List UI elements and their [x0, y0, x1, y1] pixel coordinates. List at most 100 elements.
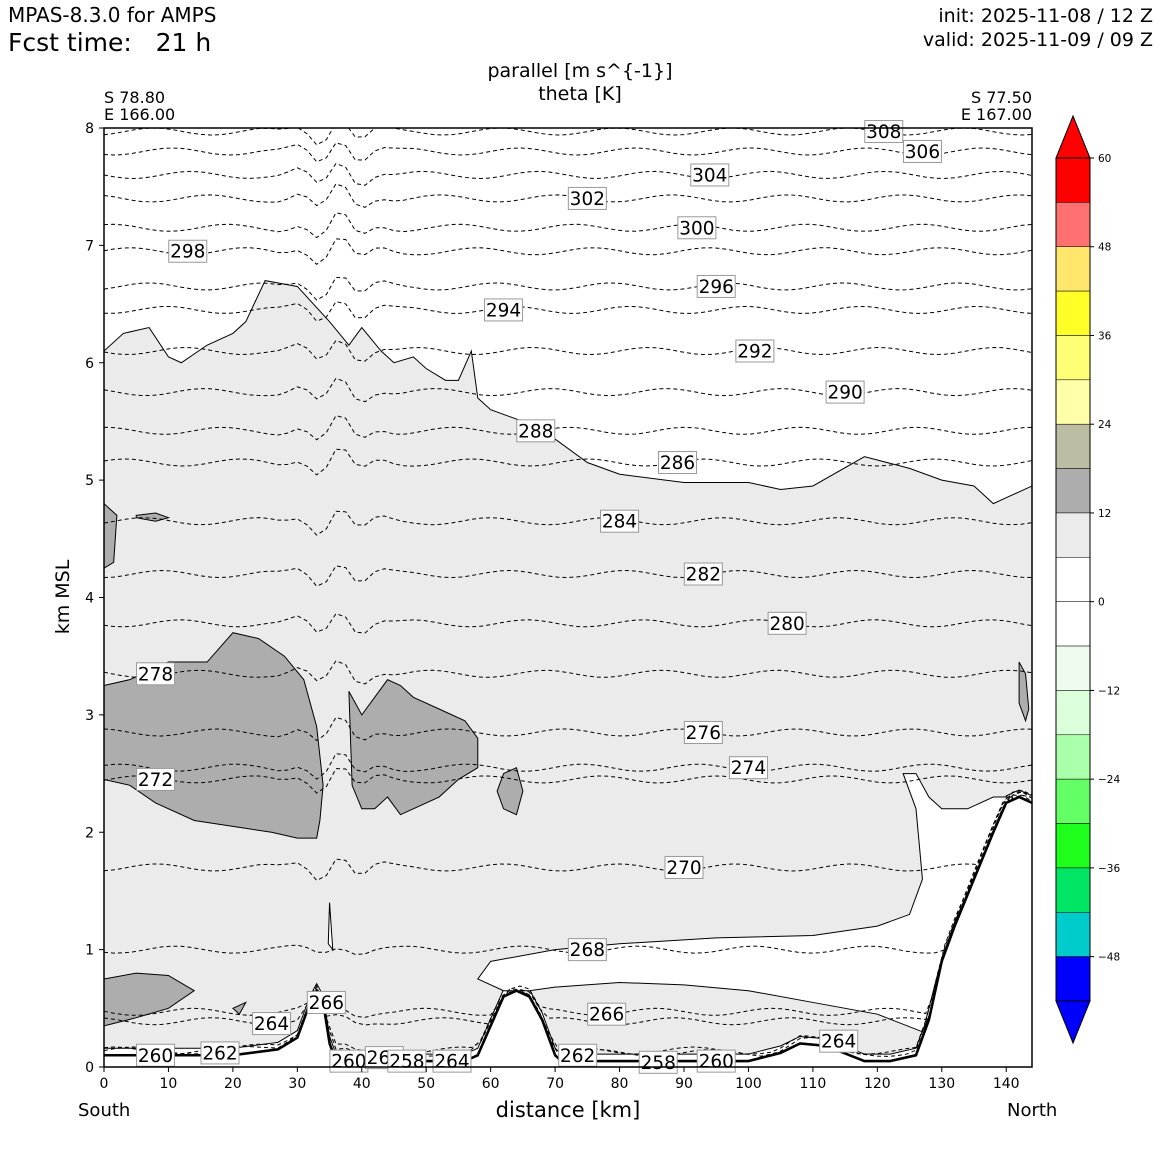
shaded-region-dark	[231, 1001, 247, 1015]
contour-label-308: 308	[864, 120, 904, 144]
x-axis-ticks: 0 10 20 30 40 50 60 70 80 90 100 110 120 130 140	[100, 1067, 1020, 1092]
contour-label-box	[200, 1041, 240, 1065]
y-tick-label: 0	[85, 1060, 94, 1076]
terrain-fill	[104, 797, 1032, 1067]
contour-label-text: 286	[660, 453, 695, 474]
colorbar-segment	[1055, 823, 1091, 869]
contour-label-282: 282	[683, 562, 723, 586]
contour-label-text: 262	[202, 1043, 237, 1064]
contour-label-extra: 262	[558, 1043, 598, 1067]
theta-contour-278	[104, 660, 1032, 685]
colorbar-segment	[1055, 423, 1091, 469]
theta-contour-272	[104, 768, 1032, 794]
shaded-region-dark	[104, 502, 118, 569]
contour-label-260: 260	[136, 1043, 176, 1067]
contour-label-text: 294	[486, 300, 521, 321]
contour-label-text: 268	[570, 940, 605, 961]
shaded-region-dark	[1018, 661, 1030, 723]
colorbar-segment	[1055, 778, 1091, 824]
contour-label-box	[864, 120, 904, 144]
x-tick-label: 70	[546, 1076, 564, 1092]
contour-label-296: 296	[696, 274, 736, 298]
valid-time: valid: 2025-11-09 / 09 Z	[922, 29, 1153, 51]
contour-label-text: 282	[686, 565, 721, 586]
contour-label-304: 304	[690, 163, 730, 187]
contour-label-box	[728, 756, 768, 780]
colorbar-tick-label: −24	[1098, 774, 1120, 786]
colorbar: 60 48 36 24 12 0 −12 −24 −36 −48	[1055, 114, 1120, 1045]
contour-label-box	[690, 163, 730, 187]
fcst-time: Fcst time: 21 h	[8, 28, 211, 57]
theta-contour-284	[104, 510, 1032, 536]
contour-label-text: 308	[866, 122, 901, 143]
x-tick-label: 10	[160, 1076, 178, 1092]
colorbar-segment	[1055, 690, 1091, 736]
contour-label-text: 270	[666, 858, 701, 879]
contour-label-box	[516, 419, 556, 443]
theta-contour-282	[104, 565, 1032, 587]
contour-label-276: 276	[683, 720, 723, 744]
contour-label-extra: 260	[696, 1049, 736, 1073]
colorbar-segment	[1055, 379, 1091, 425]
theta-contour-280	[104, 612, 1032, 634]
contour-label-box	[825, 380, 865, 404]
colorbar-segment	[1055, 512, 1091, 558]
contour-label-264: 264	[252, 1012, 292, 1035]
theta-contour-290	[104, 377, 1032, 403]
colorbar-tick-label: 0	[1098, 597, 1105, 609]
chart-subtitle: theta [K]	[538, 83, 622, 105]
contour-label-box	[767, 611, 807, 635]
colorbar-segment	[1055, 468, 1091, 514]
contour-label-text: 296	[699, 277, 734, 298]
chart-title: parallel [m s^{-1}]	[487, 60, 673, 82]
contour-label-box	[735, 339, 775, 363]
colorbar-frame	[1055, 157, 1091, 1002]
colorbar-tick-label: −12	[1098, 685, 1120, 697]
contour-label-288: 288	[516, 419, 556, 443]
contour-label-274: 274	[728, 756, 768, 780]
contour-label-text: 276	[686, 723, 721, 744]
x-tick-label: 50	[417, 1076, 435, 1092]
x-tick-label: 140	[993, 1076, 1020, 1092]
colorbar-upper-extension	[1055, 114, 1091, 159]
x-tick-label: 80	[611, 1076, 629, 1092]
contour-label-306: 306	[902, 139, 942, 163]
contour-label-box	[683, 720, 723, 744]
theta-contour-286	[104, 448, 1032, 476]
x-tick-label: 100	[735, 1076, 762, 1092]
contour-label-box	[567, 186, 607, 210]
theta-contour-306	[104, 142, 1032, 163]
y-tick-label: 3	[85, 708, 94, 724]
x-tick-label: 30	[288, 1076, 306, 1092]
contour-label-text: 292	[737, 342, 772, 363]
right-lon: E 167.00	[960, 105, 1032, 124]
init-time: init: 2025-11-08 / 12 Z	[938, 5, 1153, 27]
model-title: MPAS-8.3.0 for AMPS	[8, 3, 217, 27]
y-tick-label: 2	[85, 825, 94, 841]
contour-label-text: 258	[641, 1053, 676, 1074]
contour-label-text: 258	[389, 1052, 424, 1073]
shaded-region-dark	[104, 972, 196, 1027]
shaded-region-light	[104, 280, 1032, 1055]
theta-contour-296	[104, 276, 1032, 301]
theta-contour-276	[104, 716, 1032, 742]
colorbar-segment	[1055, 956, 1091, 1002]
contour-label-300: 300	[677, 216, 717, 240]
colorbar-segment	[1055, 734, 1091, 780]
x-tick-label: 90	[675, 1076, 693, 1092]
contour-label-290: 290	[825, 380, 865, 404]
colorbar-segment	[1055, 246, 1091, 292]
contour-label-text: 302	[570, 189, 605, 210]
contour-label-292: 292	[735, 339, 775, 363]
contour-label-298: 298	[168, 239, 208, 263]
contour-label-box	[696, 274, 736, 298]
left-lat: S 78.80	[104, 88, 166, 107]
theta-contour-304	[104, 162, 1032, 186]
colorbar-lower-extension	[1055, 1000, 1091, 1045]
y-tick-label: 8	[85, 121, 94, 137]
y-axis-ticks: 0 1 2 3 4 5 6 7 8	[85, 121, 104, 1076]
contour-label-286: 286	[658, 451, 698, 475]
colorbar-tick-label: −36	[1098, 863, 1120, 875]
contour-label-extra: 264	[819, 1029, 859, 1053]
theta-contour-292	[104, 339, 1032, 362]
